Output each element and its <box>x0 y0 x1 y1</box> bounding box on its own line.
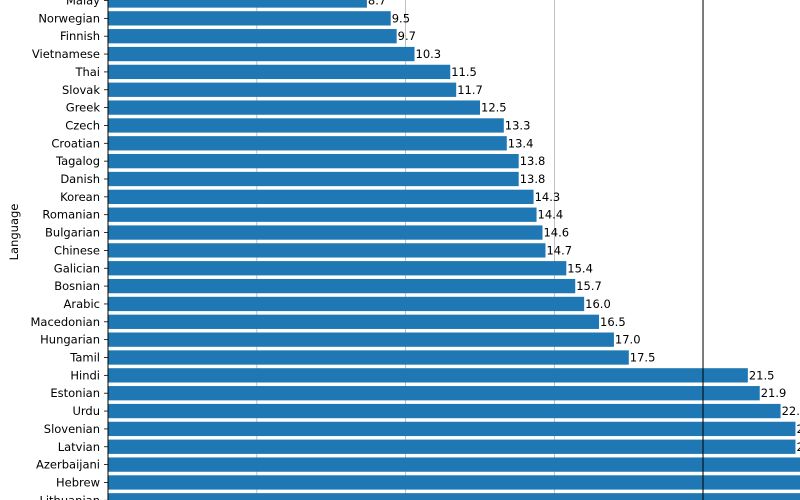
labels-layer: Malay 8.7 Norwegian 9.5 Finnish 9.7 Vietnamese… <box>30 0 800 500</box>
category-label: Macedonian <box>30 315 100 329</box>
bar <box>108 421 796 437</box>
bar <box>108 154 519 169</box>
bar <box>108 261 567 276</box>
bar <box>108 0 367 8</box>
category-label: Malay <box>66 0 100 8</box>
value-label: 9.5 <box>392 11 410 25</box>
value-label: 9.7 <box>398 29 416 43</box>
value-label: 16.5 <box>600 315 626 329</box>
bar <box>108 403 781 419</box>
bar <box>108 439 796 454</box>
value-label: 11.5 <box>451 65 477 79</box>
value-label: 12.5 <box>481 101 507 115</box>
category-label: Finnish <box>60 29 100 43</box>
bar <box>108 386 760 401</box>
value-label: 23.1 <box>796 422 800 436</box>
value-label: 22.6 <box>782 404 800 418</box>
value-label: 13.8 <box>520 154 546 168</box>
value-label: 16.0 <box>585 297 611 311</box>
value-label: 13.8 <box>520 172 546 186</box>
bar <box>108 29 397 44</box>
value-label: 23.1 <box>796 440 800 454</box>
bar <box>108 314 600 329</box>
value-label: 15.7 <box>576 279 602 293</box>
value-label: 11.7 <box>457 83 483 97</box>
value-label: 13.4 <box>508 136 534 150</box>
category-label: Hindi <box>70 368 100 382</box>
category-label: Danish <box>60 172 100 186</box>
category-label: Tagalog <box>55 154 100 168</box>
category-label: Romanian <box>42 208 100 222</box>
value-label: 17.0 <box>615 333 641 347</box>
category-label: Bulgarian <box>45 226 100 240</box>
value-label: 14.3 <box>535 190 561 204</box>
bar <box>108 171 519 187</box>
category-label: Vietnamese <box>32 47 100 61</box>
category-label: Estonian <box>50 386 100 400</box>
bar <box>108 189 534 204</box>
category-label: Azerbaijani <box>36 458 100 472</box>
bars-layer <box>108 0 800 500</box>
category-label: Lithuanian <box>39 493 100 500</box>
category-label: Thai <box>74 65 100 79</box>
value-label: 8.7 <box>368 0 386 8</box>
category-label: Latvian <box>58 440 100 454</box>
y-axis-title: Language <box>7 204 21 261</box>
bar <box>108 475 800 490</box>
category-label: Arabic <box>64 297 100 311</box>
category-label: Chinese <box>54 243 100 257</box>
bar <box>108 100 480 115</box>
category-label: Bosnian <box>54 279 100 293</box>
bar <box>108 278 576 294</box>
bar <box>108 118 504 133</box>
value-label: 15.4 <box>567 261 593 275</box>
category-label: Slovak <box>62 83 100 97</box>
bar <box>108 243 546 258</box>
category-label: Hebrew <box>56 475 100 489</box>
bar <box>108 207 537 222</box>
value-label: 10.3 <box>416 47 442 61</box>
bar <box>108 11 391 26</box>
value-label: 21.5 <box>749 368 775 382</box>
category-label: Korean <box>60 190 100 204</box>
bar <box>108 332 614 347</box>
bar <box>108 493 800 500</box>
category-label: Galician <box>54 261 100 275</box>
value-label: 21.9 <box>761 386 787 400</box>
bar <box>108 296 585 312</box>
bar <box>108 457 800 472</box>
category-label: Slovenian <box>44 422 100 436</box>
value-label: 17.5 <box>630 351 656 365</box>
bar <box>108 64 451 80</box>
value-label: 14.4 <box>538 208 564 222</box>
category-label: Hungarian <box>40 333 100 347</box>
value-label: 14.6 <box>543 226 569 240</box>
category-label: Norwegian <box>38 11 100 25</box>
bar <box>108 225 543 240</box>
category-label: Urdu <box>72 404 100 418</box>
category-label: Greek <box>66 101 101 115</box>
bar <box>108 368 748 383</box>
bar <box>108 82 457 97</box>
bar <box>108 350 629 365</box>
bar <box>108 136 507 151</box>
value-label: 13.3 <box>505 118 531 132</box>
category-label: Tamil <box>69 351 100 365</box>
category-label: Czech <box>65 118 100 132</box>
value-label: 14.7 <box>546 243 572 257</box>
category-label: Croatian <box>51 136 100 150</box>
bar <box>108 46 415 62</box>
